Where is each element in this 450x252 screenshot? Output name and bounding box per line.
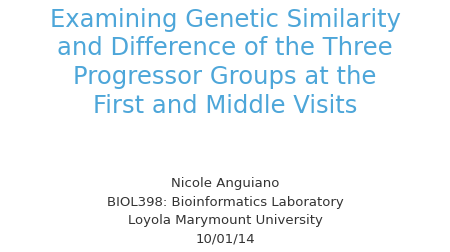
Text: Examining Genetic Similarity
and Difference of the Three
Progressor Groups at th: Examining Genetic Similarity and Differe… [50, 8, 400, 117]
Text: Nicole Anguiano
BIOL398: Bioinformatics Laboratory
Loyola Marymount University
1: Nicole Anguiano BIOL398: Bioinformatics … [107, 176, 343, 245]
